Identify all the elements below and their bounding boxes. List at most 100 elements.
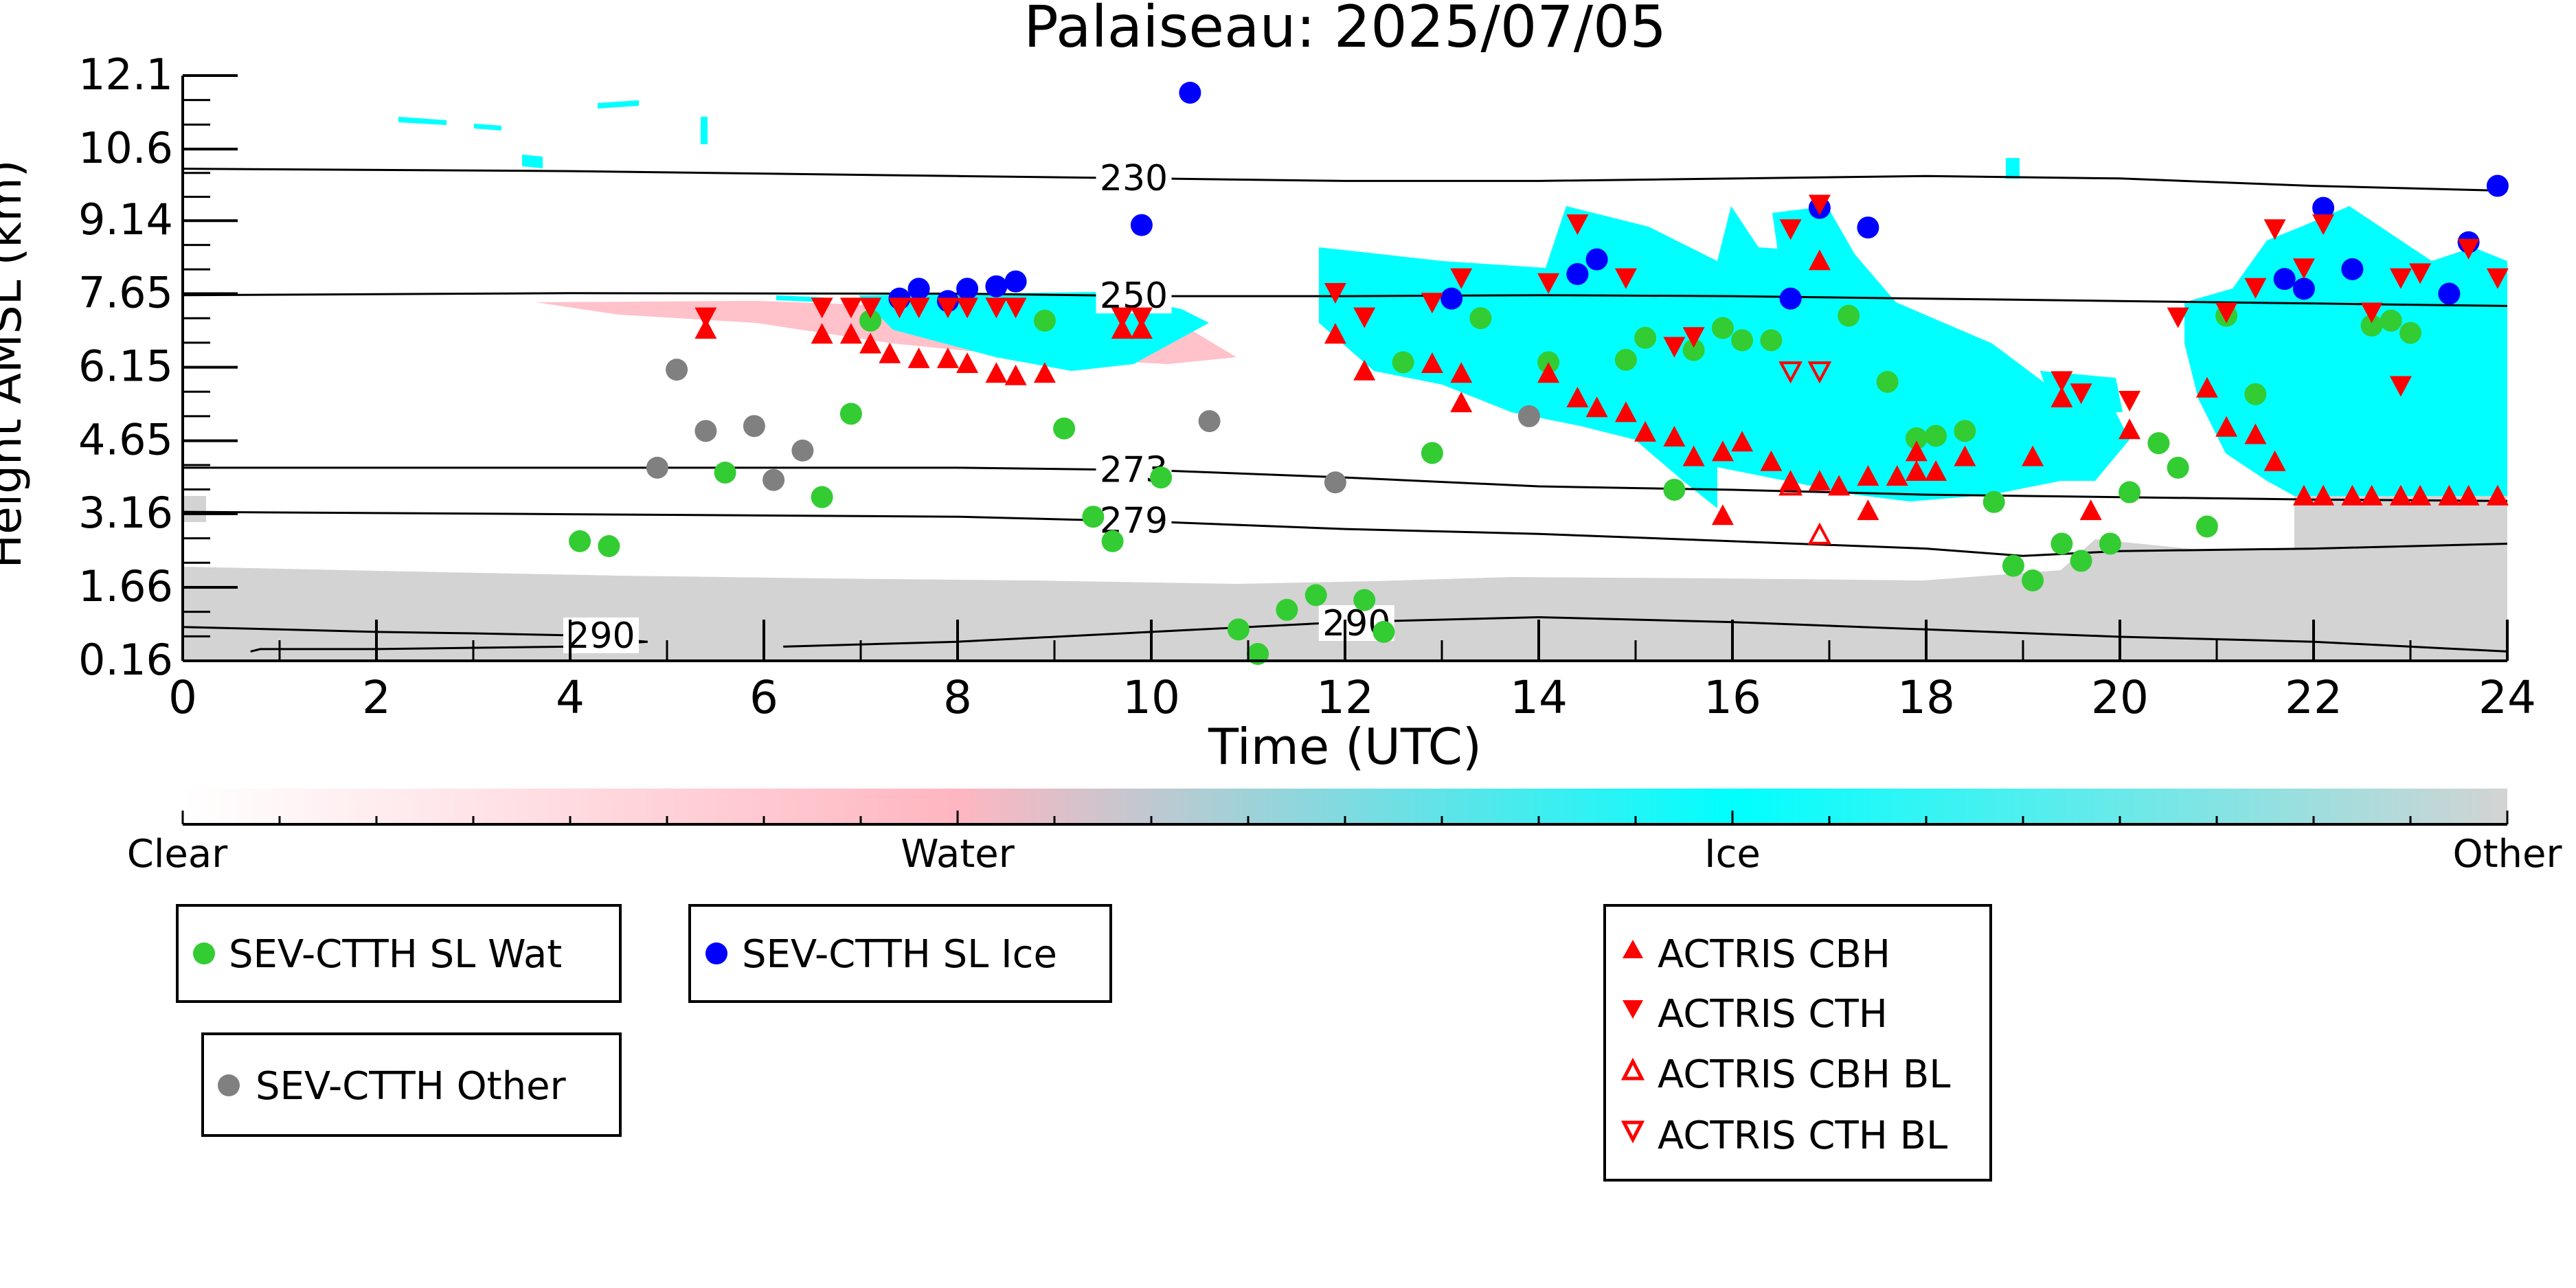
- point-sev-ctth-sl-ice: [1179, 81, 1201, 104]
- legend-marker-wat: [193, 942, 215, 964]
- marker-actris-cth: [1614, 268, 1637, 289]
- point-sev-ctth-sl-wat: [1033, 309, 1056, 332]
- marker-actris-cbh: [1886, 465, 1908, 486]
- colorbar-ticks: [181, 811, 2509, 824]
- marker-actris-cbh: [1353, 359, 1376, 381]
- legend-wat: SEV-CTTH SL Wat: [176, 904, 622, 1003]
- y-tick-label: 3.16: [78, 488, 173, 538]
- colorbar: Clear Water Ice Other: [127, 789, 2562, 877]
- marker-actris-cbh: [2409, 484, 2432, 506]
- point-sev-ctth-sl-wat: [1227, 618, 1250, 641]
- marker-actris-cbh: [1566, 387, 1589, 407]
- point-sev-ctth-sl-ice: [2341, 258, 2364, 280]
- marker-actris-cth: [985, 297, 1008, 319]
- colorbar-label-clear: Clear: [127, 832, 228, 877]
- marker-actris-cbh: [1905, 440, 1928, 462]
- x-tick-label: 2: [362, 671, 391, 724]
- marker-actris-cbh: [1857, 465, 1879, 486]
- point-sev-ctth-sl-wat: [1982, 490, 2005, 513]
- contour-label-bg: [1096, 159, 1172, 196]
- contour-line: [182, 168, 2508, 192]
- ice-cloud-e: [2184, 206, 2507, 496]
- marker-actris-cbh: [839, 323, 862, 344]
- marker-actris-cbh: [1808, 470, 1831, 491]
- point-sev-ctth-sl-wat: [1731, 329, 1754, 352]
- legend-box: [201, 1032, 622, 1137]
- marker-actris-cbh: [859, 332, 882, 354]
- point-sev-ctth-sl-ice: [2292, 278, 2315, 300]
- marker-actris-cbh: [2050, 387, 2073, 407]
- point-sev-ctth-other: [762, 468, 785, 491]
- point-sev-ctth-sl-wat: [1954, 420, 1976, 442]
- point-sev-ctth-sl-wat: [1614, 348, 1637, 371]
- x-tick-label: 4: [556, 671, 585, 724]
- point-sev-ctth-sl-wat: [2244, 383, 2267, 405]
- marker-actris-cth: [1663, 337, 1686, 358]
- legend-marker-cbh-bl: [1620, 1057, 1645, 1081]
- legend-marker-cth-bl: [1620, 1120, 1645, 1144]
- x-tick-label: 14: [1510, 671, 1568, 724]
- marker-actris-cth: [936, 297, 959, 319]
- legend-marker-cth: [1623, 1000, 1643, 1019]
- marker-actris-cth-bl: [1807, 361, 1832, 384]
- legend-marker-cbh: [1623, 940, 1643, 958]
- contour-label-bg: [1096, 278, 1172, 314]
- point-sev-ctth-sl-wat: [2002, 554, 2024, 577]
- marker-actris-cbh: [2119, 418, 2141, 440]
- x-tick-label: 20: [2091, 671, 2149, 724]
- point-sev-ctth-sl-wat: [1082, 506, 1105, 528]
- point-sev-ctth-sl-wat: [1150, 466, 1173, 489]
- marker-actris-cth: [888, 297, 911, 319]
- cloud-mask: [183, 100, 2507, 661]
- point-sev-ctth-other: [791, 439, 814, 462]
- colorbar-label-ice: Ice: [1704, 832, 1761, 877]
- y-tick-label: 7.65: [78, 268, 173, 318]
- point-sev-ctth-sl-wat: [2380, 309, 2402, 332]
- legend-marker-ice: [705, 942, 727, 964]
- point-sev-ctth-sl-ice: [985, 275, 1008, 297]
- point-sev-ctth-sl-ice: [2273, 268, 2296, 291]
- point-sev-ctth-sl-wat: [839, 403, 862, 425]
- marker-actris-cth: [2244, 278, 2267, 299]
- marker-actris-cth: [2312, 214, 2335, 236]
- marker-actris-cbh: [1760, 450, 1783, 471]
- marker-actris-cbh: [1954, 445, 1976, 466]
- point-sev-ctth-sl-wat: [1101, 530, 1124, 552]
- marker-actris-cth: [2360, 302, 2383, 324]
- point-sev-ctth-sl-wat: [1372, 620, 1395, 643]
- point-sev-ctth-other: [743, 415, 765, 438]
- contour-line: [183, 466, 2508, 502]
- marker-actris-cbh: [1004, 364, 1027, 385]
- marker-actris-cbh: [1682, 445, 1705, 466]
- y-tick-label: 0.16: [78, 635, 173, 685]
- marker-actris-cbh: [1905, 460, 1928, 481]
- x-axis-label: Time (UTC): [1208, 718, 1482, 776]
- point-sev-ctth-sl-wat: [1353, 589, 1376, 611]
- marker-actris-cbh: [2389, 484, 2412, 506]
- y-tick-label: 6.15: [78, 341, 173, 392]
- point-sev-ctth-sl-wat: [1760, 329, 1783, 352]
- chart-title: Palaiseau: 2025/07/05: [1024, 0, 1667, 60]
- marker-actris-cbh: [2457, 484, 2480, 506]
- x-tick-label: 18: [1897, 671, 1955, 724]
- point-sev-ctth-sl-wat: [1053, 417, 1076, 440]
- marker-actris-cbh: [1585, 396, 1608, 418]
- legend-marker-other: [218, 1074, 240, 1096]
- marker-actris-cbh: [2195, 376, 2218, 398]
- marker-actris-cth: [2070, 383, 2092, 405]
- marker-actris-cbh: [1711, 440, 1734, 462]
- y-tick-label: 9.14: [78, 194, 173, 245]
- marker-actris-cth-bl: [1778, 361, 1803, 384]
- marker-actris-cth: [2292, 258, 2315, 280]
- marker-actris-cth: [1111, 307, 1133, 328]
- point-sev-ctth-sl-ice: [2486, 174, 2509, 197]
- marker-actris-cbh: [907, 347, 930, 368]
- point-sev-ctth-sl-ice: [1004, 270, 1027, 293]
- point-sev-ctth-sl-ice: [1585, 248, 1608, 271]
- marker-actris-cbh: [2244, 423, 2267, 444]
- data-points: [569, 81, 2509, 666]
- point-sev-ctth-sl-wat: [1682, 339, 1705, 361]
- marker-actris-cbh: [985, 362, 1008, 383]
